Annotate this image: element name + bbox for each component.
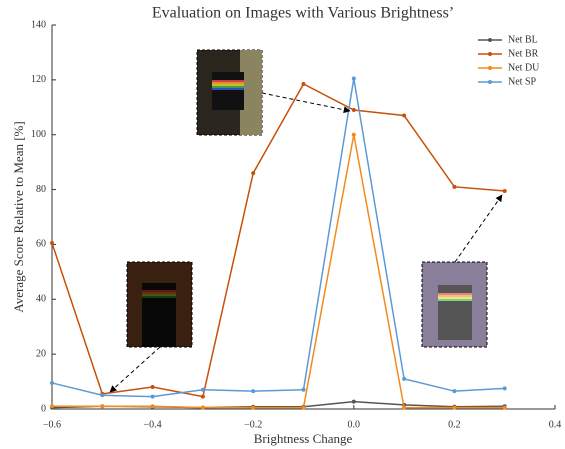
point xyxy=(302,82,306,86)
x-tick-label: 0.4 xyxy=(549,419,562,430)
point xyxy=(100,404,104,408)
point xyxy=(452,406,456,410)
legend-label: Net SP xyxy=(508,76,537,87)
point xyxy=(201,395,205,399)
thumbnail xyxy=(127,262,192,347)
point xyxy=(352,76,356,80)
point xyxy=(201,388,205,392)
legend-label: Net DU xyxy=(508,62,540,73)
x-tick-label: −0.6 xyxy=(43,419,61,430)
point xyxy=(352,133,356,137)
legend-marker xyxy=(488,80,492,84)
x-tick-label: 0.0 xyxy=(348,419,361,430)
chart: Evaluation on Images with Various Bright… xyxy=(0,0,565,449)
legend-marker xyxy=(488,66,492,70)
point xyxy=(201,406,205,410)
point xyxy=(251,389,255,393)
point xyxy=(151,395,155,399)
y-tick-label: 60 xyxy=(36,239,46,250)
x-tick-label: −0.4 xyxy=(144,419,162,430)
thumbnail xyxy=(422,262,487,347)
point xyxy=(402,114,406,118)
series-line xyxy=(52,78,505,396)
point xyxy=(402,406,406,410)
legend-marker xyxy=(488,52,492,56)
point xyxy=(503,406,507,410)
y-tick-label: 40 xyxy=(36,294,46,305)
point xyxy=(151,404,155,408)
y-tick-label: 140 xyxy=(31,19,46,30)
x-axis-label: Brightness Change xyxy=(254,431,353,446)
point xyxy=(352,400,356,404)
x-tick-label: −0.2 xyxy=(244,419,262,430)
thumbnail xyxy=(197,50,262,135)
point xyxy=(302,388,306,392)
point xyxy=(151,385,155,389)
thumbnails xyxy=(110,50,502,392)
y-tick-label: 20 xyxy=(36,348,46,359)
point xyxy=(503,189,507,193)
chart-title: Evaluation on Images with Various Bright… xyxy=(152,5,454,22)
y-tick-label: 0 xyxy=(41,403,46,414)
point xyxy=(100,393,104,397)
y-tick-label: 120 xyxy=(31,74,46,85)
point xyxy=(452,185,456,189)
point xyxy=(50,381,54,385)
legend-label: Net BR xyxy=(508,48,539,59)
point xyxy=(452,389,456,393)
point xyxy=(302,406,306,410)
point xyxy=(251,171,255,175)
y-tick-label: 100 xyxy=(31,129,46,140)
legend-label: Net BL xyxy=(508,34,538,45)
series-line xyxy=(52,84,505,397)
point xyxy=(251,406,255,410)
y-tick-label: 80 xyxy=(36,184,46,195)
point xyxy=(402,377,406,381)
point xyxy=(50,241,54,245)
point xyxy=(503,386,507,390)
point xyxy=(50,404,54,408)
y-axis-label: Average Score Relative to Mean [%] xyxy=(11,121,26,312)
point xyxy=(352,108,356,112)
legend-marker xyxy=(488,38,492,42)
x-tick-label: 0.2 xyxy=(448,419,461,430)
